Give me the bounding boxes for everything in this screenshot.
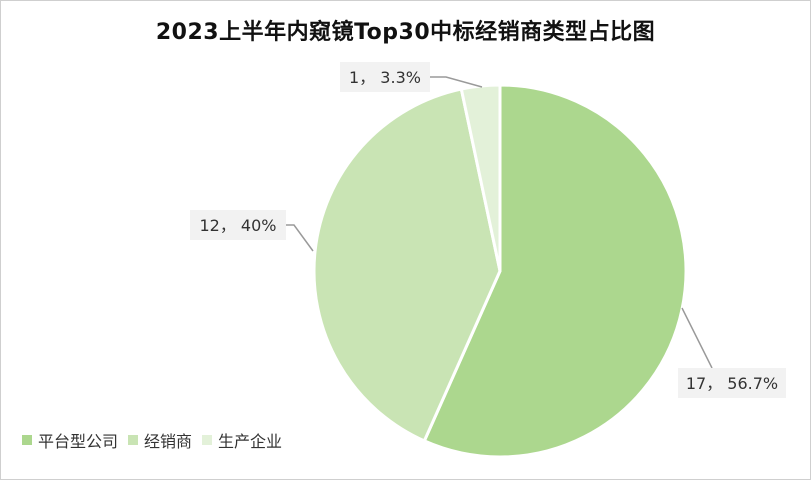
- slice-manufacturer-label-box: [340, 62, 430, 92]
- legend-swatch-platform: [22, 435, 32, 445]
- legend-label-distributor: 经销商: [144, 432, 193, 451]
- slice-platform-leader-line: [681, 307, 713, 369]
- slice-manufacturer-leader-line: [430, 76, 483, 88]
- legend-item-platform: 平台型公司: [22, 428, 118, 452]
- slice-platform-label-box: [678, 368, 786, 398]
- legend: 平台型公司 经销商 生产企业: [22, 428, 292, 452]
- legend-label-platform: 平台型公司: [38, 432, 119, 451]
- slice-distributor-leader-line: [286, 224, 314, 252]
- legend-item-manufacturer: 生产企业: [202, 428, 282, 452]
- legend-swatch-distributor: [128, 435, 139, 445]
- slice-platform: [422, 83, 688, 459]
- legend-item-distributor: 经销商: [128, 428, 192, 452]
- slice-distributor-data-label: 12， 40%: [199, 216, 276, 235]
- slice-platform-data-label: 17， 56.7%: [686, 374, 778, 393]
- legend-swatch-manufacturer: [202, 435, 213, 445]
- slice-distributor: [312, 87, 502, 443]
- slice-distributor-label-box: [190, 210, 286, 240]
- legend-label-manufacturer: 生产企业: [218, 432, 283, 451]
- slice-manufacturer-data-label: 1， 3.3%: [349, 68, 421, 87]
- chart-title: 2023上半年内窥镜Top30中标经销商类型占比图: [155, 20, 656, 45]
